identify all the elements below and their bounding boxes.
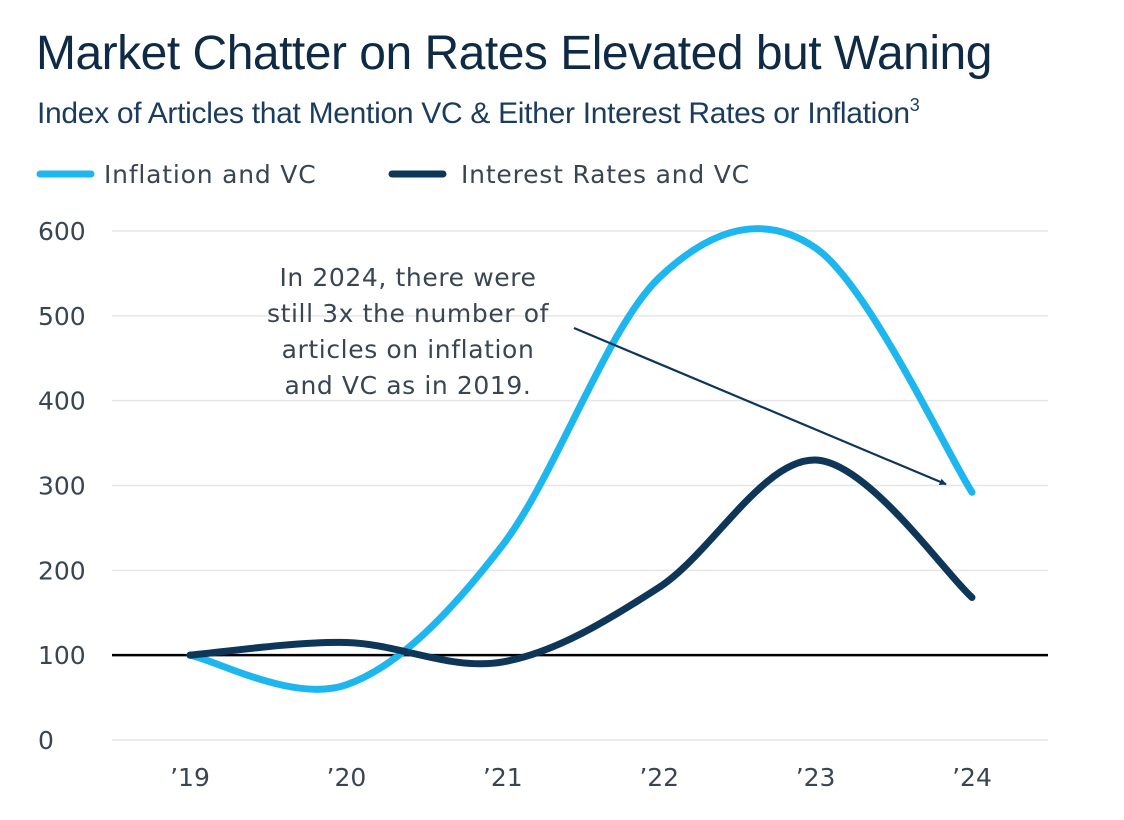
series-lines: [112, 225, 1048, 693]
subtitle-text: Index of Articles that Mention VC & Eith…: [37, 97, 910, 130]
inflation-series-line: [186, 225, 976, 693]
legend-label: Interest Rates and VC: [461, 160, 750, 189]
x-tick-label: ’20: [327, 763, 367, 792]
x-tick-label: ’23: [796, 763, 836, 792]
x-tick-label: ’21: [483, 763, 523, 792]
x-tick-label: ’22: [639, 763, 679, 792]
y-tick-label: 300: [38, 472, 86, 501]
legend: Inflation and VC Interest Rates and VC: [36, 160, 750, 189]
y-axis: 0 100 200 300 400 500 600: [38, 217, 86, 755]
x-tick-label: ’19: [170, 763, 210, 792]
footnote-marker: 3: [909, 95, 920, 115]
annotation-text: In 2024, there were still 3x the number o…: [267, 263, 550, 400]
annotation-arrow: [573, 326, 947, 486]
y-tick-label: 400: [38, 387, 86, 416]
annotation-line: articles on inflation: [282, 335, 535, 364]
y-tick-label: 100: [38, 641, 86, 670]
annotation-line: still 3x the number of: [267, 299, 550, 328]
legend-label: Inflation and VC: [104, 160, 316, 189]
y-tick-label: 0: [38, 726, 54, 755]
x-axis: ’19 ’20 ’21 ’22 ’23 ’24: [170, 763, 992, 792]
y-tick-label: 500: [38, 302, 86, 331]
chart-title: Market Chatter on Rates Elevated but Wan…: [36, 27, 992, 80]
chart-subtitle: Index of Articles that Mention VC & Eith…: [37, 96, 920, 129]
y-tick-label: 200: [38, 556, 86, 585]
x-tick-label: ’24: [952, 763, 992, 792]
annotation: In 2024, there were still 3x the number o…: [267, 263, 947, 486]
gridlines: [112, 230, 1048, 741]
y-tick-label: 600: [38, 217, 86, 246]
interest-rates-series-line: [186, 456, 976, 668]
annotation-line: In 2024, there were: [279, 263, 536, 292]
annotation-line: and VC as in 2019.: [285, 371, 532, 400]
